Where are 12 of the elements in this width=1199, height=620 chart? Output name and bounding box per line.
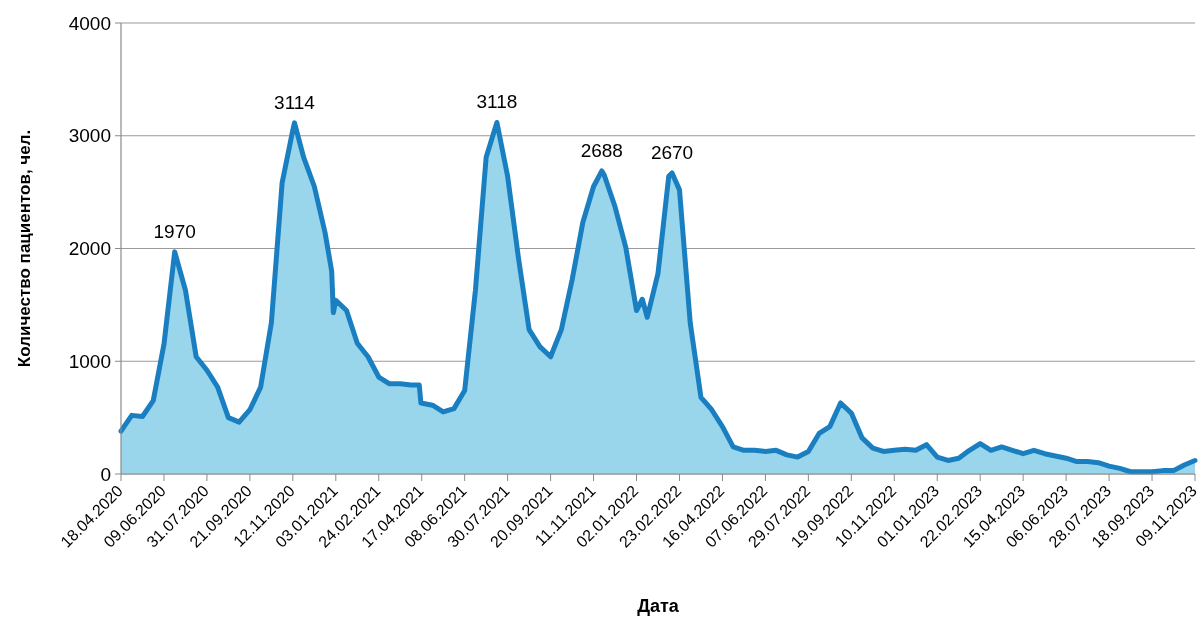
y-axis-title: Количество пациентов, чел. bbox=[14, 129, 34, 368]
annotation: 2670 bbox=[650, 141, 694, 163]
y-tick-label: 0 bbox=[100, 463, 111, 485]
y-tick-label: 4000 bbox=[68, 12, 111, 34]
annotation: 1970 bbox=[153, 220, 196, 242]
y-tick-label: 1000 bbox=[68, 350, 111, 372]
y-tick-label: 3000 bbox=[68, 125, 111, 147]
annotation: 2688 bbox=[580, 139, 623, 161]
x-axis-title: Дата bbox=[637, 596, 680, 616]
annotation: 3114 bbox=[274, 91, 316, 113]
annotation: 3118 bbox=[476, 91, 518, 113]
y-tick-label: 2000 bbox=[68, 238, 111, 259]
